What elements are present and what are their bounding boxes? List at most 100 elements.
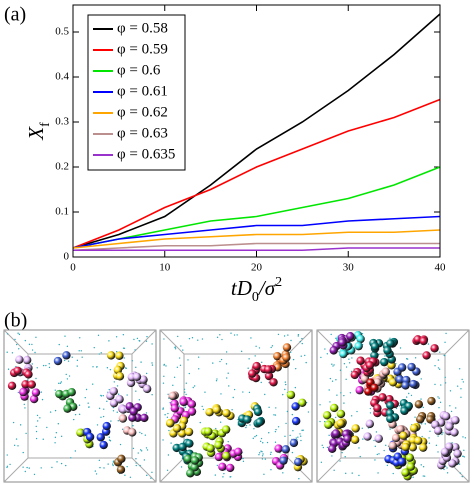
particle	[214, 440, 223, 450]
particle	[185, 439, 194, 448]
small-particle	[340, 392, 342, 394]
small-particle	[215, 380, 218, 382]
small-particle	[333, 469, 335, 471]
small-particle	[176, 366, 179, 369]
particle	[115, 351, 124, 360]
small-particle	[91, 383, 94, 385]
small-particle	[389, 428, 391, 430]
small-particle	[291, 451, 294, 454]
small-particle	[135, 366, 137, 369]
small-particle	[427, 343, 430, 345]
small-particle	[445, 332, 447, 335]
particle	[222, 451, 231, 461]
axis-label-part: /σ	[258, 276, 277, 300]
particle	[116, 465, 126, 474]
small-particle	[85, 388, 88, 391]
small-particle	[345, 366, 348, 368]
small-particle	[67, 360, 70, 362]
particle	[365, 361, 375, 370]
small-particle	[321, 444, 323, 446]
small-particle	[299, 340, 301, 343]
small-particle	[223, 472, 225, 475]
small-particle	[17, 445, 19, 447]
small-particle	[328, 389, 330, 391]
small-particle	[185, 393, 187, 396]
y-tick-label: 0	[64, 251, 70, 263]
particle	[19, 387, 28, 397]
particle	[106, 351, 116, 360]
small-particle	[103, 408, 105, 410]
small-particle	[124, 367, 127, 369]
particle	[329, 346, 338, 355]
small-particle	[219, 421, 222, 423]
particle	[386, 401, 395, 410]
particle	[386, 339, 395, 348]
box-edge	[159, 329, 185, 355]
small-particle	[348, 358, 350, 360]
small-particle	[138, 340, 140, 342]
small-particle	[121, 428, 124, 431]
small-particle	[232, 396, 234, 399]
particle	[170, 404, 179, 413]
small-particle	[7, 368, 10, 370]
particle	[365, 419, 375, 429]
small-particle	[329, 377, 332, 380]
small-particle	[55, 431, 58, 434]
small-particle	[35, 430, 38, 433]
particle	[99, 440, 108, 450]
particle	[356, 356, 365, 365]
particle	[102, 421, 111, 431]
small-particle	[151, 364, 154, 366]
small-particle	[136, 337, 139, 340]
small-particle	[336, 394, 338, 396]
small-particle	[240, 350, 243, 353]
small-particle	[295, 367, 297, 370]
small-particle	[64, 335, 66, 337]
small-particle	[395, 407, 398, 410]
small-particle	[252, 437, 254, 440]
small-particle	[108, 340, 110, 342]
small-particle	[117, 420, 119, 422]
particle	[55, 389, 64, 399]
particle	[186, 469, 195, 478]
small-particle	[421, 435, 423, 438]
small-particle	[369, 412, 372, 414]
small-particle	[226, 377, 228, 379]
small-particle	[135, 458, 137, 460]
small-particle	[48, 363, 50, 365]
particle	[383, 346, 392, 355]
small-particle	[102, 415, 105, 418]
small-particle	[122, 333, 125, 336]
particle	[222, 408, 231, 418]
small-particle	[258, 347, 261, 349]
small-particle	[302, 429, 304, 431]
small-particle	[283, 335, 286, 337]
particle	[206, 444, 215, 453]
small-particle	[348, 362, 351, 364]
small-particle	[78, 350, 80, 352]
small-particle	[343, 402, 345, 404]
small-particle	[420, 378, 422, 380]
particle	[252, 361, 261, 371]
small-particle	[254, 435, 256, 438]
small-particle	[292, 358, 295, 361]
small-particle	[438, 397, 440, 399]
axis-label-part: f	[38, 122, 53, 127]
small-particle	[398, 405, 401, 407]
box-edge	[131, 457, 157, 483]
small-particle	[145, 447, 148, 449]
small-particle	[264, 458, 267, 460]
small-particle	[6, 454, 8, 456]
small-particle	[70, 457, 72, 459]
small-particle	[28, 467, 30, 469]
small-particle	[242, 457, 244, 460]
small-particle	[40, 391, 42, 393]
small-particle	[163, 338, 165, 340]
particle	[115, 372, 125, 381]
particle	[291, 402, 300, 411]
small-particle	[140, 450, 143, 452]
small-particle	[269, 453, 272, 456]
small-particle	[339, 369, 342, 371]
small-particle	[410, 394, 413, 397]
